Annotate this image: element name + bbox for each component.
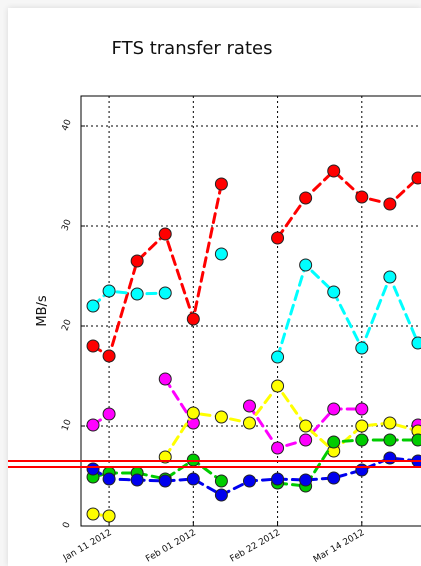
data-point xyxy=(214,177,228,191)
data-point xyxy=(214,247,228,261)
data-point xyxy=(158,372,172,386)
data-point xyxy=(214,474,228,488)
data-point xyxy=(158,286,172,300)
data-point xyxy=(86,339,100,353)
data-point xyxy=(299,419,313,433)
y-tick-label: 20 xyxy=(60,318,73,332)
series-lines xyxy=(86,164,421,523)
data-point xyxy=(102,509,116,523)
plot-frame xyxy=(80,95,421,527)
data-point xyxy=(327,471,341,485)
series-4 xyxy=(86,379,421,523)
y-tick-label: 30 xyxy=(60,218,73,232)
horizontal-highlight-lines xyxy=(8,460,421,468)
series-line xyxy=(91,182,223,359)
fts-transfer-rate-chart: FTS transfer rates 0 10 20 30 40 Jan 11 2012 F… xyxy=(8,38,421,565)
series-line xyxy=(91,289,167,308)
series-6 xyxy=(86,451,421,502)
data-point xyxy=(130,287,144,301)
data-point xyxy=(299,433,313,447)
x-tick-label: Mar 14 2012 xyxy=(312,528,366,565)
y-tick-label: 10 xyxy=(60,418,73,432)
y-tick-label: 40 xyxy=(60,118,73,132)
data-point xyxy=(271,350,285,364)
data-point xyxy=(102,407,116,421)
data-point xyxy=(271,231,285,245)
data-point xyxy=(383,197,397,211)
data-point xyxy=(86,299,100,313)
data-point xyxy=(130,473,144,487)
data-point xyxy=(327,164,341,178)
x-tick-label: Jan 11 2012 xyxy=(61,528,114,564)
data-point xyxy=(214,488,228,502)
data-point xyxy=(158,474,172,488)
data-point xyxy=(242,474,256,488)
data-point xyxy=(355,341,369,355)
x-tick-label: Feb 01 2012 xyxy=(144,528,198,565)
data-point xyxy=(102,472,116,486)
data-point xyxy=(186,472,200,486)
data-point xyxy=(355,419,369,433)
chart-panel: FTS transfer rates 0 10 20 30 40 Jan 11 2012 F… xyxy=(8,8,421,566)
data-point xyxy=(299,473,313,487)
y-axis-label: MB/s xyxy=(35,295,50,327)
data-point xyxy=(327,402,341,416)
data-point xyxy=(383,433,397,447)
series-line xyxy=(276,168,420,240)
data-point xyxy=(86,507,100,521)
data-point xyxy=(355,463,369,477)
data-point xyxy=(355,190,369,204)
data-point xyxy=(86,418,100,432)
data-point xyxy=(186,406,200,420)
data-point xyxy=(355,433,369,447)
data-point xyxy=(327,285,341,299)
series-2 xyxy=(86,247,421,364)
data-point xyxy=(271,472,285,486)
data-point xyxy=(383,451,397,465)
data-point xyxy=(102,349,116,363)
data-point xyxy=(411,433,421,447)
data-point xyxy=(383,270,397,284)
data-point xyxy=(242,399,256,413)
data-point xyxy=(355,402,369,416)
data-point xyxy=(271,379,285,393)
data-point xyxy=(102,284,116,298)
data-point xyxy=(327,435,341,449)
chart-title: FTS transfer rates xyxy=(112,38,273,59)
series-line xyxy=(276,262,420,359)
series-line xyxy=(163,383,420,459)
data-point xyxy=(299,191,313,205)
data-point xyxy=(242,416,256,430)
data-point xyxy=(214,410,228,424)
series-1 xyxy=(86,164,421,363)
data-point xyxy=(299,258,313,272)
data-point xyxy=(158,227,172,241)
x-tick-label: Feb 22 2012 xyxy=(229,528,283,565)
data-point xyxy=(271,441,285,455)
data-point xyxy=(411,336,421,350)
data-point xyxy=(186,312,200,326)
series-3 xyxy=(86,372,421,455)
data-point xyxy=(130,254,144,268)
data-point xyxy=(411,171,421,185)
y-tick-label: 0 xyxy=(61,521,72,530)
data-point xyxy=(86,462,100,476)
data-point xyxy=(383,416,397,430)
